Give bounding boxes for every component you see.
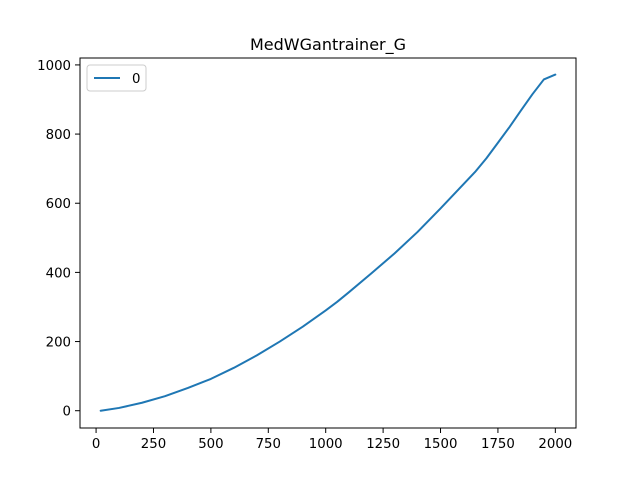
y-tick-label: 1000 — [37, 59, 71, 74]
y-tick-label: 200 — [46, 336, 71, 351]
x-tick-label: 1000 — [309, 437, 343, 452]
x-tick-label: 1250 — [366, 437, 400, 452]
y-tick-label: 600 — [46, 197, 71, 212]
x-tick-label: 1500 — [424, 437, 458, 452]
plot-frame — [79, 57, 577, 429]
x-tick-label: 0 — [92, 437, 100, 452]
x-tick-label: 1750 — [481, 437, 515, 452]
chart-title: MedWGantrainer_G — [250, 35, 406, 55]
y-tick-label: 800 — [46, 128, 71, 143]
x-tick-label: 500 — [198, 437, 223, 452]
legend: 0 — [86, 64, 147, 92]
y-axis: 0 200 400 600 800 1000 — [37, 59, 80, 420]
x-axis: 0 250 500 750 1000 1250 1500 1750 2000 — [92, 428, 572, 452]
series-line-0 — [99, 73, 557, 412]
x-tick-label: 2000 — [538, 437, 572, 452]
x-tick-label: 250 — [141, 437, 166, 452]
y-tick-label: 400 — [46, 266, 71, 281]
legend-label: 0 — [132, 72, 140, 87]
y-tick-label: 0 — [63, 405, 71, 420]
plot-area — [99, 73, 557, 412]
x-tick-label: 750 — [256, 437, 281, 452]
